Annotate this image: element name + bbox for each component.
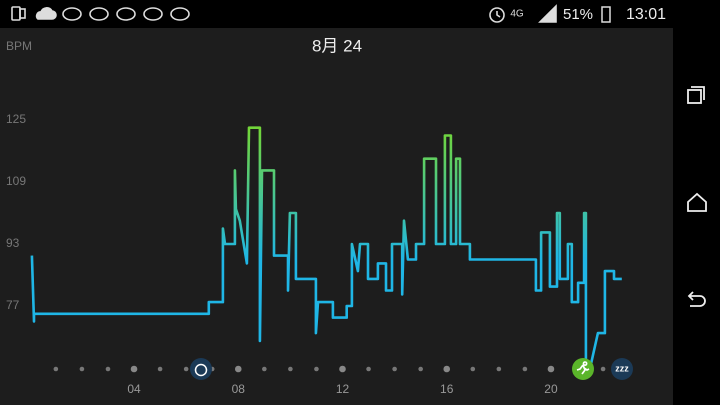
alarm-icon-bg: [190, 358, 212, 380]
status-icons: [11, 4, 557, 23]
major-tick: [443, 365, 451, 373]
sleep-icon-bg: [611, 358, 633, 380]
x-tick-label: 04: [127, 382, 141, 396]
bpm-line: [30, 126, 622, 370]
run-icon-bg: [572, 358, 594, 380]
x-tick-label: 08: [232, 382, 246, 396]
y-tick-label: 93: [6, 236, 20, 250]
minor-tick: [366, 366, 371, 372]
minor-tick: [522, 366, 528, 372]
major-tick: [234, 365, 242, 373]
major-tick: [130, 365, 138, 373]
clock: 13:01: [626, 6, 666, 23]
run-icon: [576, 361, 590, 375]
minor-tick: [262, 366, 267, 372]
chart-area: [0, 28, 673, 405]
nav-bar: [673, 28, 720, 405]
minor-tick: [79, 366, 85, 372]
minor-tick: [53, 366, 59, 372]
minor-tick: [496, 366, 502, 372]
y-tick-label: 77: [6, 298, 20, 312]
minor-tick: [470, 366, 476, 372]
minor-tick: [600, 366, 606, 372]
chart-title: 8月 24: [312, 36, 362, 55]
alarm-icon: [194, 363, 208, 377]
x-tick-label: 12: [336, 382, 350, 396]
major-tick: [339, 365, 346, 373]
sleep-icon: zzz: [615, 363, 629, 373]
major-tick: [547, 365, 555, 373]
battery-icon: [601, 6, 611, 23]
minor-tick: [392, 366, 397, 372]
network: 4G: [510, 9, 524, 20]
y-tick-label: 125: [6, 112, 26, 126]
status-bar: [0, 0, 720, 28]
minor-tick: [288, 366, 293, 372]
battery: 51%: [563, 6, 593, 23]
y-axis-label: BPM: [6, 39, 32, 53]
minor-tick: [314, 366, 319, 372]
x-tick-label: 20: [544, 382, 558, 396]
x-tick-label: 16: [440, 382, 454, 396]
minor-tick: [183, 366, 189, 372]
y-tick-label: 109: [6, 174, 26, 188]
minor-tick: [157, 366, 163, 372]
nav-icons[interactable]: [687, 86, 707, 307]
minor-tick: [418, 366, 423, 372]
minor-tick: [105, 366, 111, 372]
